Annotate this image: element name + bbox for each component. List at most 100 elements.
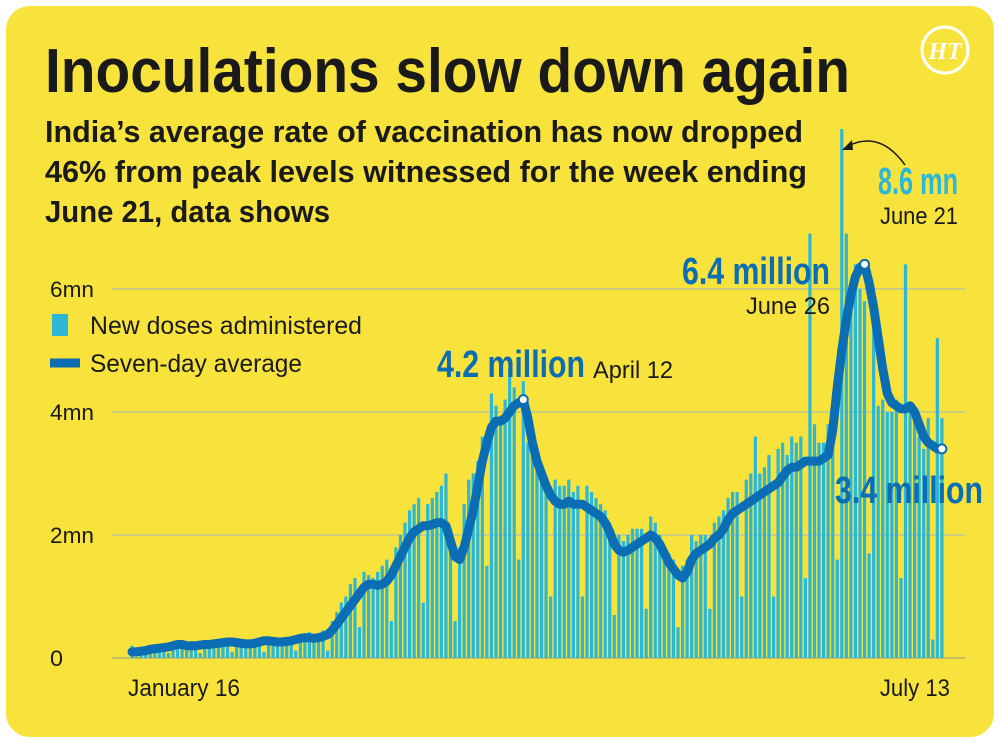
- bar: [235, 640, 239, 658]
- bar: [444, 473, 448, 658]
- bar: [799, 436, 803, 658]
- bar: [594, 498, 598, 658]
- bar: [649, 516, 653, 658]
- bar: [244, 642, 248, 658]
- line: [127, 259, 947, 657]
- bar: [762, 467, 767, 658]
- bar: [680, 565, 685, 658]
- bar: [781, 442, 785, 658]
- bar: [462, 504, 466, 658]
- bar: [194, 644, 198, 658]
- bar: [389, 621, 393, 658]
- bar: [412, 504, 416, 658]
- bar: [503, 399, 507, 658]
- bar: [212, 640, 216, 658]
- bar: [562, 485, 566, 658]
- bar: [371, 578, 375, 658]
- bar: [812, 424, 817, 658]
- bar: [175, 643, 180, 658]
- bar: [458, 547, 462, 658]
- bar: [403, 522, 407, 658]
- bar: [367, 574, 371, 658]
- bar: [872, 325, 876, 658]
- bar: [321, 630, 325, 658]
- bar: [471, 473, 475, 658]
- bar: [489, 393, 494, 658]
- bar: [635, 528, 639, 658]
- bar: [913, 411, 917, 658]
- bar: [480, 436, 484, 658]
- bar: [225, 639, 230, 658]
- point-marker: [859, 258, 871, 270]
- bar: [926, 418, 930, 658]
- bar: [316, 633, 321, 658]
- bar: [539, 473, 544, 658]
- bar: [708, 608, 712, 658]
- bar: [621, 541, 625, 658]
- bar: [485, 565, 489, 658]
- bar: [407, 510, 412, 658]
- bar: [630, 528, 635, 658]
- bar: [257, 638, 261, 658]
- bar: [180, 642, 184, 658]
- bar: [476, 461, 480, 658]
- bar: [266, 638, 271, 658]
- bar: [599, 504, 603, 658]
- bar: [512, 387, 516, 658]
- bar: [453, 621, 457, 658]
- bar: [903, 264, 908, 658]
- bar: [380, 565, 384, 658]
- y-tick-label: 0: [50, 646, 63, 671]
- chart-title: Inoculations slow down again: [45, 37, 850, 106]
- bar: [881, 399, 885, 658]
- bar: [198, 653, 202, 658]
- bar: [567, 479, 571, 658]
- bar: [330, 621, 334, 658]
- bar: [808, 233, 812, 658]
- bar: [435, 491, 439, 658]
- bar: [767, 455, 771, 658]
- bar: [931, 639, 935, 658]
- bar: [849, 282, 853, 658]
- bar: [603, 510, 607, 658]
- annotation: 8.6 mn: [878, 161, 958, 203]
- bar: [280, 638, 284, 658]
- bar: [348, 584, 352, 658]
- bar: [426, 504, 430, 658]
- bar: [312, 634, 316, 658]
- bar: [335, 611, 339, 658]
- bar: [885, 411, 889, 658]
- bar: [749, 473, 753, 658]
- bar: [553, 479, 557, 658]
- bar: [822, 442, 826, 658]
- bar: [726, 498, 730, 658]
- annotation: June 21: [880, 203, 958, 230]
- bar: [189, 643, 193, 658]
- bar: [840, 129, 844, 658]
- bar: [640, 528, 644, 658]
- bar: [644, 608, 648, 658]
- bar: [544, 479, 548, 658]
- bar: [166, 653, 170, 658]
- bar: [517, 559, 521, 658]
- bar: [571, 491, 575, 658]
- legend-label: New doses administered: [90, 312, 362, 340]
- bar: [831, 411, 835, 658]
- bar: [703, 534, 707, 658]
- bar: [935, 338, 939, 658]
- bar: [326, 650, 330, 658]
- bar: [294, 650, 298, 658]
- bar: [576, 485, 580, 658]
- annotation: 3.4 million: [835, 470, 983, 512]
- bar: [671, 559, 676, 658]
- bar: [740, 596, 744, 658]
- bar: [362, 571, 366, 658]
- bar: [899, 578, 903, 658]
- bar: [753, 436, 757, 658]
- bar: [521, 381, 525, 658]
- bar: [940, 418, 944, 658]
- arrow: [847, 140, 906, 166]
- bar: [771, 596, 776, 658]
